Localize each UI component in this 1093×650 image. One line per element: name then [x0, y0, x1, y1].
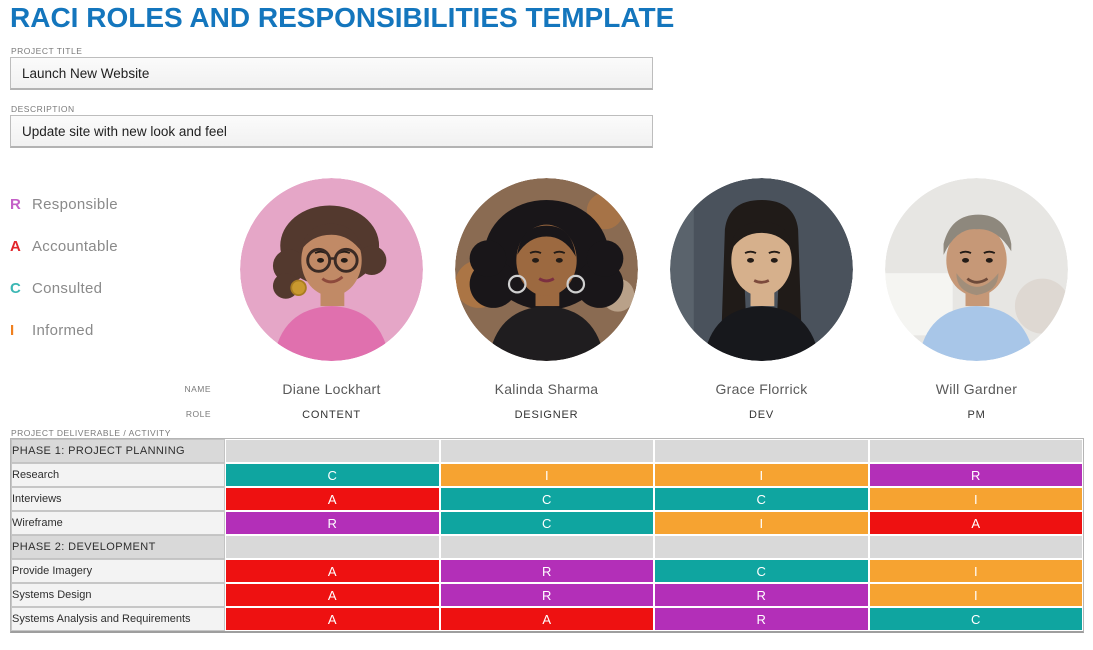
project-title-input[interactable]: Launch New Website	[10, 57, 653, 90]
raci-cell-r[interactable]: R	[654, 607, 869, 631]
legend-item-consulted: C Consulted	[10, 267, 118, 309]
name-row-label: NAME	[184, 384, 211, 394]
activity-cell: Systems Design	[11, 583, 225, 607]
raci-matrix-body: PHASE 1: PROJECT PLANNING Research C I I R Int…	[11, 439, 1083, 631]
raci-cell-r[interactable]: R	[654, 583, 869, 607]
phase-label: PHASE 1: PROJECT PLANNING	[11, 439, 225, 463]
activity-cell: Systems Analysis and Requirements	[11, 607, 225, 631]
activity-row: Systems Analysis and Requirements A A R C	[11, 607, 1083, 631]
phase-fill-cell	[439, 535, 654, 559]
phase-fill-cell	[654, 535, 869, 559]
activity-row: Provide Imagery A R C I	[11, 559, 1083, 583]
raci-legend: R Responsible A Accountable C Consulted I Infor…	[10, 183, 118, 351]
phase-fill-cell	[654, 439, 869, 463]
page-title: RACI ROLES AND RESPONSIBILITIES TEMPLATE	[10, 2, 675, 33]
member-role: DEV	[748, 409, 775, 421]
project-title-label: PROJECT TITLE	[11, 46, 83, 56]
raci-cell-i[interactable]: I	[868, 487, 1083, 511]
team-member-1: Diane Lockhart CONTENT	[224, 178, 439, 421]
raci-matrix-table: PHASE 1: PROJECT PLANNING Research C I I R Int…	[11, 439, 1083, 631]
raci-cell-c[interactable]: C	[225, 463, 440, 487]
legend-item-responsible: R Responsible	[10, 183, 118, 225]
raci-cell-i[interactable]: I	[868, 559, 1083, 583]
raci-cell-i[interactable]: I	[654, 511, 869, 535]
activity-row: Systems Design A R R I	[11, 583, 1083, 607]
legend-letter-A: A	[10, 237, 21, 255]
member-name: Grace Florrick	[715, 381, 808, 397]
raci-cell-r[interactable]: R	[868, 463, 1083, 487]
phase-row-2: PHASE 2: DEVELOPMENT	[11, 535, 1083, 559]
phase-fill-cell	[868, 439, 1083, 463]
activity-cell: Interviews	[11, 487, 225, 511]
raci-cell-a[interactable]: A	[225, 583, 440, 607]
legend-label: Consulted	[32, 279, 103, 297]
team-row: Diane Lockhart CONTENT	[224, 178, 1084, 421]
grace-florrick-portrait	[670, 178, 853, 361]
will-gardner-portrait	[885, 178, 1068, 361]
raci-cell-c[interactable]: C	[654, 559, 869, 583]
raci-cell-i[interactable]: I	[654, 463, 869, 487]
member-name: Kalinda Sharma	[494, 381, 599, 397]
legend-letter-R: R	[10, 195, 21, 213]
matrix-label: PROJECT DELIVERABLE / ACTIVITY	[11, 428, 171, 438]
raci-cell-a[interactable]: A	[868, 511, 1083, 535]
raci-cell-i[interactable]: I	[439, 463, 654, 487]
diane-lockhart-portrait	[240, 178, 423, 361]
phase-fill-cell	[439, 439, 654, 463]
raci-cell-a[interactable]: A	[225, 607, 440, 631]
member-role: DESIGNER	[514, 409, 579, 421]
member-role: CONTENT	[302, 409, 361, 421]
raci-cell-c[interactable]: C	[439, 511, 654, 535]
activity-row: Research C I I R	[11, 463, 1083, 487]
raci-cell-c[interactable]: C	[439, 487, 654, 511]
legend-label: Informed	[32, 321, 94, 339]
raci-cell-i[interactable]: I	[868, 583, 1083, 607]
raci-cell-r[interactable]: R	[439, 583, 654, 607]
activity-row: Wireframe R C I A	[11, 511, 1083, 535]
activity-cell: Research	[11, 463, 225, 487]
raci-cell-a[interactable]: A	[439, 607, 654, 631]
member-name: Will Gardner	[935, 381, 1018, 397]
raci-matrix: PHASE 1: PROJECT PLANNING Research C I I R Int…	[10, 438, 1084, 633]
raci-cell-r[interactable]: R	[225, 511, 440, 535]
legend-label: Accountable	[32, 237, 118, 255]
raci-cell-c[interactable]: C	[654, 487, 869, 511]
team-member-3: Grace Florrick DEV	[654, 178, 869, 421]
activity-row: Interviews A C C I	[11, 487, 1083, 511]
raci-cell-a[interactable]: A	[225, 487, 440, 511]
legend-item-accountable: A Accountable	[10, 225, 118, 267]
phase-fill-cell	[225, 439, 440, 463]
phase-fill-cell	[868, 535, 1083, 559]
legend-letter-I: I	[10, 321, 15, 339]
activity-cell: Provide Imagery	[11, 559, 225, 583]
legend-letter-C: C	[10, 279, 21, 297]
member-role: PM	[967, 409, 986, 421]
role-row-label: ROLE	[185, 409, 211, 419]
team-member-4: Will Gardner PM	[869, 178, 1084, 421]
phase-fill-cell	[225, 535, 440, 559]
team-member-2: Kalinda Sharma DESIGNER	[439, 178, 654, 421]
kalinda-sharma-portrait	[455, 178, 638, 361]
raci-cell-a[interactable]: A	[225, 559, 440, 583]
phase-label: PHASE 2: DEVELOPMENT	[11, 535, 225, 559]
member-name: Diane Lockhart	[282, 381, 381, 397]
legend-item-informed: I Informed	[10, 309, 118, 351]
legend-label: Responsible	[32, 195, 118, 213]
description-label: DESCRIPTION	[11, 104, 75, 114]
description-input[interactable]: Update site with new look and feel	[10, 115, 653, 148]
raci-cell-r[interactable]: R	[439, 559, 654, 583]
raci-cell-c[interactable]: C	[868, 607, 1083, 631]
phase-row-1: PHASE 1: PROJECT PLANNING	[11, 439, 1083, 463]
activity-cell: Wireframe	[11, 511, 225, 535]
